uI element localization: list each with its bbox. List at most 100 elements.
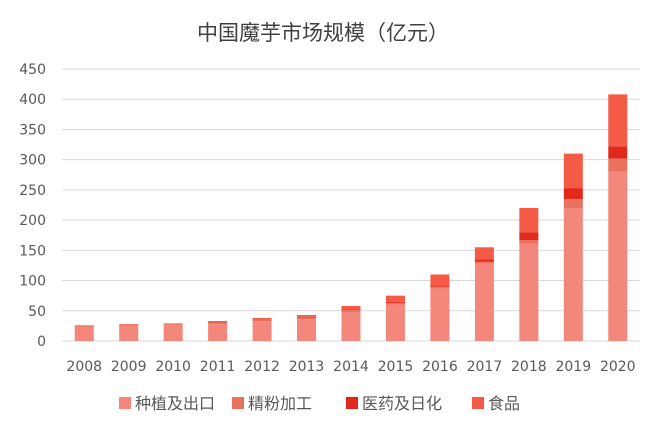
legend-item-3: 食品 [472,394,520,413]
bar-2010-series-0 [163,325,183,341]
x-axis-labels: 2008 2009 2010 2011 2012 2013 2014 2015 2016 2017… [66,359,635,375]
x-tick-label: 2019 [555,359,591,375]
x-tick-label: 2008 [66,359,102,375]
y-tick-label: 300 [19,153,46,169]
x-tick-label: 2015 [378,359,414,375]
bar-2017-series-2 [474,259,494,262]
bar-stack-2014 [341,305,361,341]
bar-2009-series-1 [119,324,139,326]
legend-item-0: 种植及出口 [119,394,215,413]
y-axis-labels: 0 50 100 150 200 250 300 350 400 450 [19,62,46,350]
y-tick-label: 150 [19,243,46,259]
bar-2012-series-3 [252,318,272,320]
bar-2016-series-2 [430,285,450,287]
bar-2019-series-0 [563,208,583,341]
legend-label: 食品 [488,394,520,413]
y-tick-label: 350 [19,122,46,138]
bar-2009-series-3 [119,324,139,325]
bars [74,94,628,341]
legend-item-2: 医药及日化 [346,394,442,413]
y-tick-label: 200 [19,213,46,229]
bar-2017-series-1 [474,261,494,264]
x-tick-label: 2012 [244,359,280,375]
bar-2017-series-3 [474,247,494,260]
x-tick-label: 2017 [467,359,503,375]
legend-label: 种植及出口 [135,394,215,413]
bar-2012-series-2 [252,319,272,320]
bar-stack-2015 [385,295,405,341]
bar-stack-2018 [519,208,539,341]
bar-stack-2016 [430,274,450,341]
x-tick-label: 2016 [422,359,458,375]
bar-2011-series-3 [208,321,228,323]
bar-2016-series-0 [430,288,450,341]
bar-2015-series-2 [385,301,405,303]
bar-stack-2008 [74,325,94,341]
bar-2019-series-3 [563,153,583,189]
x-tick-label: 2014 [333,359,369,375]
bar-stack-2012 [252,318,272,341]
bar-2020-series-3 [608,94,628,147]
bar-2011-series-2 [208,322,228,323]
bar-stack-2013 [297,315,317,341]
bar-2014-series-1 [341,310,361,312]
bar-2015-series-1 [385,302,405,305]
y-tick-label: 0 [37,334,46,350]
bar-2010-series-3 [163,323,183,325]
legend-swatch [119,397,131,409]
bar-2020-series-1 [608,158,628,172]
y-tick-label: 450 [19,62,46,78]
bar-2017-series-0 [474,263,494,341]
bar-stack-2009 [119,324,139,341]
y-tick-label: 50 [28,304,46,320]
bar-stack-2017 [474,247,494,341]
x-tick-label: 2010 [155,359,191,375]
bar-2016-series-3 [430,274,450,286]
bar-2011-series-0 [208,324,228,341]
x-tick-label: 2013 [289,359,325,375]
legend-label: 精粉加工 [248,394,312,413]
bar-2020-series-2 [608,146,628,159]
bar-2010-series-1 [163,324,183,326]
bar-2013-series-3 [297,315,317,317]
y-tick-label: 400 [19,92,46,108]
bar-2018-series-3 [519,208,539,233]
bar-2018-series-2 [519,232,539,241]
bar-2014-series-2 [341,309,361,311]
bar-2013-series-1 [297,317,317,320]
y-tick-label: 250 [19,183,46,199]
legend-item-1: 精粉加工 [232,394,312,413]
bar-2018-series-0 [519,243,539,341]
bar-2009-series-0 [119,325,139,341]
x-tick-label: 2011 [200,359,236,375]
chart-title: 中国魔芋市场规模（亿元） [197,21,449,45]
bar-2015-series-0 [385,304,405,341]
bar-2020-series-0 [608,171,628,341]
bar-2011-series-1 [208,322,228,325]
x-tick-label: 2018 [511,359,547,375]
bar-2015-series-3 [385,295,405,302]
x-tick-label: 2020 [600,359,636,375]
bar-stack-2019 [563,153,583,341]
legend-swatch [472,397,484,409]
bar-2019-series-1 [563,198,583,209]
legend-swatch [232,397,244,409]
legend-swatch [346,397,358,409]
bar-stack-2010 [163,323,183,341]
bar-2013-series-2 [297,316,317,318]
bar-2014-series-0 [341,311,361,341]
y-tick-label: 100 [19,274,46,290]
bar-2008-series-3 [74,325,94,326]
bar-2018-series-1 [519,240,539,244]
legend-label: 医药及日化 [362,394,442,413]
bar-2008-series-1 [74,325,94,327]
bar-2019-series-2 [563,188,583,199]
x-tick-label: 2009 [111,359,147,375]
bar-2012-series-1 [252,319,272,322]
bar-2008-series-0 [74,326,94,341]
legend: 种植及出口 精粉加工 医药及日化 食品 [119,394,520,413]
bar-2012-series-0 [252,321,272,341]
bar-2016-series-1 [430,286,450,289]
bar-stack-2011 [208,321,228,341]
